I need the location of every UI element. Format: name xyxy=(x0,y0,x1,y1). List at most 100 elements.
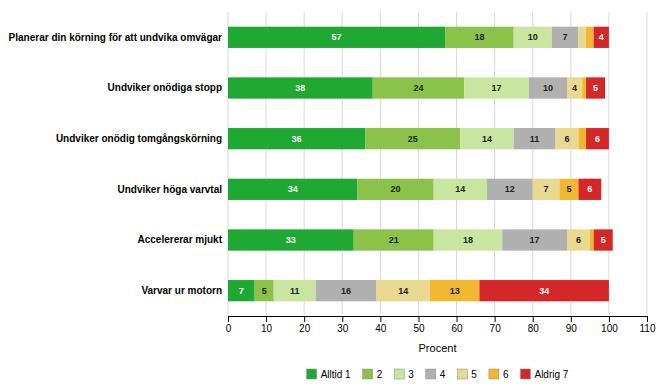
category-label: Undviker onödiga stopp xyxy=(108,82,222,93)
bar-segment xyxy=(556,128,579,149)
bar-segment xyxy=(228,179,358,200)
category-label: Undviker onödig tomgångskörning xyxy=(56,133,222,144)
bar-segment xyxy=(430,280,480,301)
bar-segment xyxy=(578,27,586,48)
tick-mark xyxy=(342,316,343,322)
grid-line xyxy=(608,12,609,316)
legend-swatch xyxy=(457,369,467,379)
tick-label: 20 xyxy=(299,323,311,334)
bar-segment xyxy=(479,280,609,301)
bar-segment xyxy=(590,229,594,250)
bar-segment xyxy=(354,229,434,250)
data-label: 34 xyxy=(288,184,298,194)
bar-segment xyxy=(567,77,582,98)
tick: 80 xyxy=(528,316,540,334)
chart-container: 5738363433718242520215101714141811710111… xyxy=(0,0,667,390)
tick: 110 xyxy=(640,316,656,334)
legend-swatch xyxy=(520,369,530,379)
tick-mark xyxy=(418,316,419,322)
tick: 40 xyxy=(375,316,387,334)
tick-mark xyxy=(647,316,648,322)
data-label: 33 xyxy=(286,235,296,245)
bar-segment xyxy=(552,27,579,48)
data-label: 21 xyxy=(389,235,399,245)
data-label: 5 xyxy=(262,286,267,296)
bar-segment xyxy=(228,77,373,98)
bar-segment xyxy=(228,229,354,250)
tick-label: 60 xyxy=(451,323,463,334)
bar-segment xyxy=(594,229,613,250)
tick-label: 0 xyxy=(226,323,232,334)
grid-line xyxy=(532,12,533,316)
category-label: Planerar din körning för att undvika omv… xyxy=(9,32,222,43)
legend-item: 5 xyxy=(457,369,477,380)
legend-item: 6 xyxy=(489,369,509,380)
bar-segment xyxy=(582,77,586,98)
data-label: 5 xyxy=(593,83,598,93)
data-label: 10 xyxy=(543,83,553,93)
legend-swatch xyxy=(426,369,436,379)
tick: Planerar din körning för att undvika omv… xyxy=(9,32,222,43)
data-label: 18 xyxy=(474,32,484,42)
bar-segment xyxy=(586,27,594,48)
bar-segment xyxy=(578,128,586,149)
tick: 50 xyxy=(413,316,425,334)
legend-label: 3 xyxy=(408,369,414,380)
bar-segment xyxy=(228,128,365,149)
tick-mark xyxy=(495,316,496,322)
data-label: 57 xyxy=(332,32,342,42)
data-label: 6 xyxy=(565,134,570,144)
category-axis: Planerar din körning för att undvika omv… xyxy=(9,32,223,296)
legend: Alltid 1 2 3 45 6 Aldrig 7 xyxy=(307,369,569,380)
data-label: 17 xyxy=(530,235,540,245)
bar-segment xyxy=(434,179,487,200)
grid-line xyxy=(647,12,648,316)
data-label: 14 xyxy=(455,184,465,194)
bar-segment xyxy=(529,77,567,98)
data-label: 38 xyxy=(295,83,305,93)
data-label: 11 xyxy=(290,286,300,296)
tick-label: 30 xyxy=(337,323,349,334)
data-label: 10 xyxy=(528,32,538,42)
data-label: 4 xyxy=(599,32,604,42)
bar-segment xyxy=(502,229,567,250)
data-label: 14 xyxy=(398,286,408,296)
tick-mark xyxy=(304,316,305,322)
legend-label: 6 xyxy=(503,369,509,380)
bar-segment xyxy=(578,179,601,200)
bar-segment xyxy=(274,280,316,301)
bar-segment xyxy=(464,77,529,98)
tick-mark xyxy=(457,316,458,322)
tick: 100 xyxy=(601,316,618,334)
bar-segment xyxy=(365,128,460,149)
legend-swatch xyxy=(489,369,499,379)
bar-segment xyxy=(559,179,578,200)
tick: Undviker onödiga stopp xyxy=(108,82,222,93)
grid-line xyxy=(570,12,571,316)
axis-line xyxy=(229,317,648,323)
legend-item: 2 xyxy=(363,369,383,380)
legend-item: Alltid 1 xyxy=(307,369,351,380)
tick-label: 100 xyxy=(601,323,618,334)
bar-segment xyxy=(373,77,464,98)
data-label: 5 xyxy=(566,184,571,194)
bar-segment xyxy=(434,229,503,250)
data-label: 14 xyxy=(482,134,492,144)
category-label: Undviker höga varvtal xyxy=(118,184,223,195)
legend-item: 4 xyxy=(426,369,446,380)
tick: Varvar ur motorn xyxy=(141,285,222,296)
bar-segment xyxy=(460,128,513,149)
bar-segment xyxy=(567,229,590,250)
data-label: 24 xyxy=(413,83,423,93)
bar-segment xyxy=(358,179,434,200)
legend-label: Aldrig 7 xyxy=(534,369,568,380)
data-label: 6 xyxy=(576,235,581,245)
bar-segment xyxy=(514,128,556,149)
tick: 90 xyxy=(566,316,578,334)
bar-segment xyxy=(586,77,605,98)
tick-label: 10 xyxy=(261,323,273,334)
legend-swatch xyxy=(363,369,373,379)
data-label: 34 xyxy=(539,286,549,296)
grid-line xyxy=(418,12,419,316)
grid-line xyxy=(380,12,381,316)
